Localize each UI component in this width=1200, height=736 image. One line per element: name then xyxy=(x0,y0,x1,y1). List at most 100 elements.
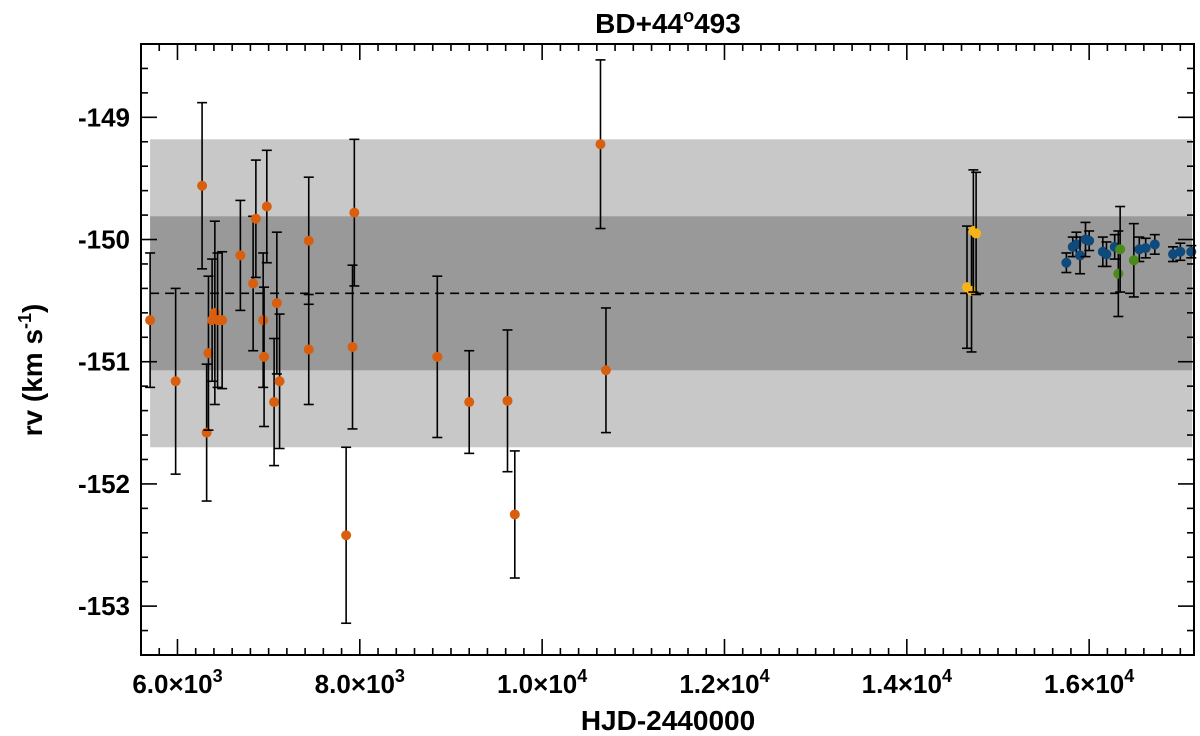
x-tick-labels: 6.0×103 8.0×103 1.0×104 1.2×104 1.4×104 1.6×1… xyxy=(132,666,1134,699)
x-tick-times: ×10 xyxy=(715,669,759,699)
y-tick-label-2: -150 xyxy=(78,225,130,255)
x-tick-label-5: 1.4×104 xyxy=(862,666,952,699)
point-marker xyxy=(258,315,269,326)
data-point-1-29 xyxy=(600,307,611,434)
x-tick-exponent: 4 xyxy=(1124,666,1134,686)
data-point-1-24 xyxy=(432,275,443,439)
x-tick-mantissa: 1.0 xyxy=(497,669,533,699)
x-tick-times: ×10 xyxy=(1080,669,1124,699)
y-tick-label-3: -151 xyxy=(78,347,130,377)
y-tick-label-5: -153 xyxy=(78,591,130,621)
data-point-1-28 xyxy=(595,59,606,230)
point-marker xyxy=(269,397,280,408)
point-marker xyxy=(201,427,212,438)
point-marker xyxy=(1071,239,1082,250)
data-point-1-12 xyxy=(250,159,261,279)
chart-title-rest: 493 xyxy=(694,8,741,39)
x-tick-mantissa: 1.2 xyxy=(679,669,715,699)
x-tick-times: ×10 xyxy=(168,669,212,699)
point-marker xyxy=(1115,244,1126,255)
data-point-3-12 xyxy=(1149,233,1160,255)
y-axis-title-main: rv (km s xyxy=(17,329,48,436)
data-point-3-11 xyxy=(1140,237,1151,259)
data-point-2-4 xyxy=(971,171,982,296)
point-marker xyxy=(145,315,156,326)
y-tick-label-4: -152 xyxy=(78,469,130,499)
point-marker xyxy=(1140,243,1151,254)
axis-ticks xyxy=(141,44,1194,655)
point-marker xyxy=(341,530,352,541)
data-point-1-1 xyxy=(145,252,156,389)
x-tick-exponent: 4 xyxy=(577,666,587,686)
x-tick-mantissa: 1.6 xyxy=(1044,669,1080,699)
point-marker xyxy=(235,250,246,261)
x-tick-label-4: 1.2×104 xyxy=(679,666,769,699)
point-marker xyxy=(349,207,360,218)
point-marker xyxy=(347,342,358,353)
data-point-4-3 xyxy=(1128,222,1139,298)
chart-title: BD+44o493 xyxy=(595,6,741,39)
data-point-1-21 xyxy=(341,446,352,625)
data-point-1-25 xyxy=(464,349,475,455)
point-marker xyxy=(432,351,443,362)
point-marker xyxy=(271,298,282,309)
x-tick-exponent: 4 xyxy=(760,666,770,686)
x-tick-exponent: 3 xyxy=(213,666,223,686)
point-marker xyxy=(1061,257,1072,268)
data-point-3-1 xyxy=(1061,252,1072,274)
plot-frame xyxy=(140,43,1195,656)
point-marker xyxy=(1084,235,1095,246)
point-marker xyxy=(248,278,259,289)
x-tick-mantissa: 8.0 xyxy=(315,669,351,699)
point-marker xyxy=(595,139,606,150)
chart-title-degree: o xyxy=(683,6,694,26)
data-point-3-6 xyxy=(1084,230,1095,252)
data-point-1-26 xyxy=(502,329,513,473)
point-marker xyxy=(203,348,214,359)
data-point-1-14 xyxy=(259,286,270,428)
data-point-1-20 xyxy=(303,293,314,406)
x-tick-label-1: 6.0×103 xyxy=(132,666,222,699)
point-marker xyxy=(274,376,285,387)
point-marker xyxy=(1149,239,1160,250)
point-marker xyxy=(197,180,208,191)
x-tick-times: ×10 xyxy=(533,669,577,699)
y-tick-label-1: -149 xyxy=(78,102,130,132)
point-marker xyxy=(1101,249,1112,260)
data-point-1-11 xyxy=(248,215,259,352)
x-tick-times: ×10 xyxy=(898,669,942,699)
point-marker xyxy=(971,228,982,239)
data-point-1-5 xyxy=(203,275,214,431)
x-tick-label-6: 1.6×104 xyxy=(1044,666,1134,699)
point-marker xyxy=(261,201,272,212)
data-point-4-2 xyxy=(1115,205,1126,293)
data-point-1-18 xyxy=(274,313,285,450)
point-marker xyxy=(303,235,314,246)
data-point-1-2 xyxy=(170,287,181,475)
data-point-3-8 xyxy=(1101,241,1112,268)
point-marker xyxy=(250,213,261,224)
data-point-1-16 xyxy=(269,337,280,467)
x-tick-mantissa: 6.0 xyxy=(132,669,168,699)
chart-title-main: BD+44 xyxy=(595,8,683,39)
data-point-1-10 xyxy=(235,199,246,312)
point-marker xyxy=(1175,246,1186,257)
point-marker xyxy=(170,376,181,387)
point-marker xyxy=(1128,255,1139,266)
data-points xyxy=(145,59,1197,625)
x-tick-times: ×10 xyxy=(351,669,395,699)
x-tick-mantissa: 1.4 xyxy=(862,669,899,699)
point-marker xyxy=(217,315,228,326)
y-axis-title-exponent: -1 xyxy=(15,313,35,329)
data-point-3-14 xyxy=(1175,242,1186,262)
point-marker xyxy=(600,365,611,376)
data-point-1-3 xyxy=(197,101,208,270)
x-tick-label-2: 8.0×103 xyxy=(315,666,405,699)
point-marker xyxy=(303,344,314,355)
data-point-1-19 xyxy=(303,176,314,306)
x-axis-title: HJD-2440000 xyxy=(581,705,755,736)
y-tick-labels: -149 -150 -151 -152 -153 xyxy=(78,102,130,621)
x-tick-label-3: 1.0×104 xyxy=(497,666,587,699)
point-marker xyxy=(259,351,270,362)
